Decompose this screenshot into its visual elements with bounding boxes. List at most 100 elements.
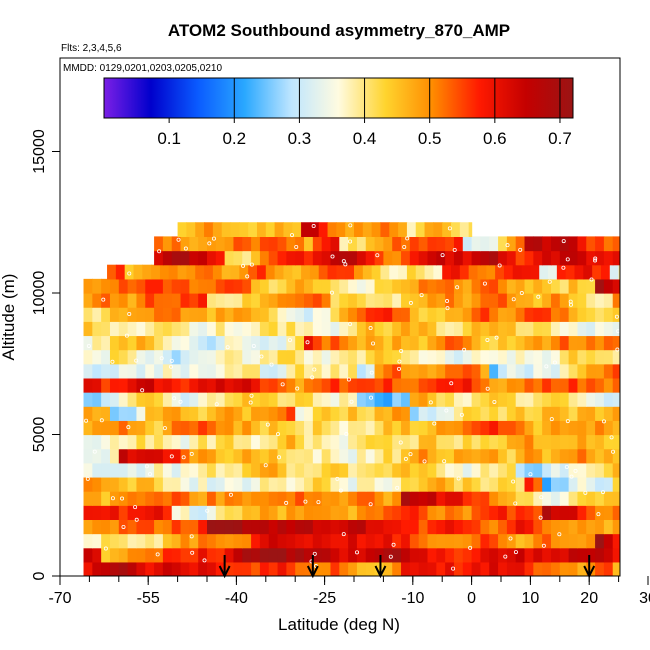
heatmap-cell	[622, 293, 631, 308]
heatmap-cell	[365, 491, 376, 506]
heatmap-cell	[559, 349, 570, 365]
heatmap-cell	[277, 533, 287, 549]
heatmap-cell	[171, 406, 182, 421]
heatmap-cell	[603, 561, 614, 576]
data-point	[369, 395, 374, 400]
heatmap-cell	[436, 335, 446, 351]
heatmap-cell	[215, 278, 226, 294]
heatmap-cell	[239, 264, 249, 280]
heatmap-cell	[330, 505, 340, 520]
heatmap-cell	[612, 420, 620, 436]
heatmap-cell	[127, 335, 138, 351]
heatmap-cell	[480, 476, 490, 492]
heatmap-cell	[330, 349, 340, 365]
heatmap-cell	[401, 519, 411, 535]
heatmap-cell	[383, 250, 393, 266]
heatmap-cell	[162, 278, 173, 294]
data-point	[312, 367, 317, 372]
heatmap-cell	[118, 293, 129, 308]
heatmap-cell	[224, 349, 235, 365]
heatmap-cell	[622, 463, 631, 478]
heatmap-cell	[198, 476, 208, 492]
heatmap-cell	[515, 476, 526, 492]
heatmap-cell	[622, 477, 631, 492]
heatmap-cell	[356, 448, 367, 464]
heatmap-cell	[286, 406, 296, 421]
heatmap-cell	[145, 278, 155, 294]
heatmap-cell	[533, 434, 543, 450]
heatmap-cell	[127, 561, 138, 576]
heatmap-cell	[559, 547, 570, 563]
heatmap-cell	[471, 476, 482, 492]
heatmap-cell	[480, 293, 490, 308]
colorbar-fill	[103, 77, 574, 119]
data-point	[249, 262, 254, 267]
data-point-markers	[84, 223, 620, 571]
heatmap-cell	[224, 406, 235, 421]
heatmap-cell	[453, 420, 464, 436]
heatmap-cell	[453, 505, 464, 520]
heatmap-cell	[242, 519, 252, 535]
heatmap-cell	[356, 420, 367, 436]
heatmap-cell	[365, 321, 376, 337]
heatmap-cell	[356, 293, 367, 308]
heatmap-cell	[480, 321, 490, 337]
heatmap-cell	[101, 363, 111, 379]
heatmap-cell	[101, 420, 111, 436]
heatmap-cell	[312, 547, 323, 563]
heatmap-cell	[462, 420, 473, 436]
heatmap-cell	[445, 434, 455, 450]
heatmap-cell	[180, 420, 190, 436]
heatmap-cell	[612, 476, 620, 492]
heatmap-cell	[101, 434, 111, 450]
data-point	[144, 464, 149, 469]
heatmap-cell	[436, 561, 446, 576]
heatmap-cell	[577, 392, 587, 407]
heatmap-cell	[168, 264, 179, 280]
data-point	[259, 354, 264, 359]
heatmap-cell	[109, 377, 120, 393]
heatmap-cell	[171, 392, 182, 407]
heatmap-cell	[392, 434, 402, 450]
chart-title: ATOM2 Southbound asymmetry_870_AMP	[168, 21, 510, 40]
heatmap-cell	[480, 505, 490, 520]
heatmap-cell	[418, 505, 429, 520]
heatmap-cell	[630, 321, 639, 336]
heatmap-cell	[330, 519, 340, 535]
heatmap-cell	[577, 377, 587, 393]
data-point	[609, 435, 614, 440]
heatmap-cell	[118, 307, 129, 322]
heatmap-cell	[506, 392, 517, 407]
heatmap-cell	[383, 307, 393, 322]
heatmap-cell	[524, 491, 534, 506]
heatmap-cell	[304, 491, 314, 506]
heatmap-cell	[612, 236, 620, 252]
heatmap-cell	[118, 420, 129, 436]
heatmap-cell	[533, 335, 543, 351]
heatmap-cell	[409, 476, 420, 492]
heatmap-cell	[304, 321, 314, 337]
heatmap-cell	[568, 363, 579, 379]
heatmap-cell	[577, 250, 587, 266]
heatmap-cell	[427, 307, 437, 322]
heatmap-cell	[603, 335, 614, 351]
heatmap-cell	[162, 335, 173, 351]
heatmap-cell	[180, 476, 190, 492]
heatmap-cell	[259, 519, 270, 535]
data-point	[140, 388, 145, 393]
heatmap-cell	[480, 491, 490, 506]
colorbar-tick-label: 0.7	[548, 129, 572, 148]
heatmap-cell	[92, 448, 102, 464]
heatmap-cell	[339, 420, 349, 436]
heatmap-cell	[198, 293, 208, 308]
heatmap-cell	[401, 406, 411, 421]
heatmap-cell	[453, 236, 464, 252]
heatmap-cell	[639, 335, 648, 350]
heatmap-cell	[295, 321, 305, 337]
heatmap-cell	[180, 349, 190, 365]
heatmap-cell	[453, 250, 464, 266]
heatmap-cell	[295, 250, 305, 266]
heatmap-cell	[533, 462, 543, 478]
heatmap-cell	[612, 547, 620, 563]
heatmap-cell	[162, 293, 173, 308]
